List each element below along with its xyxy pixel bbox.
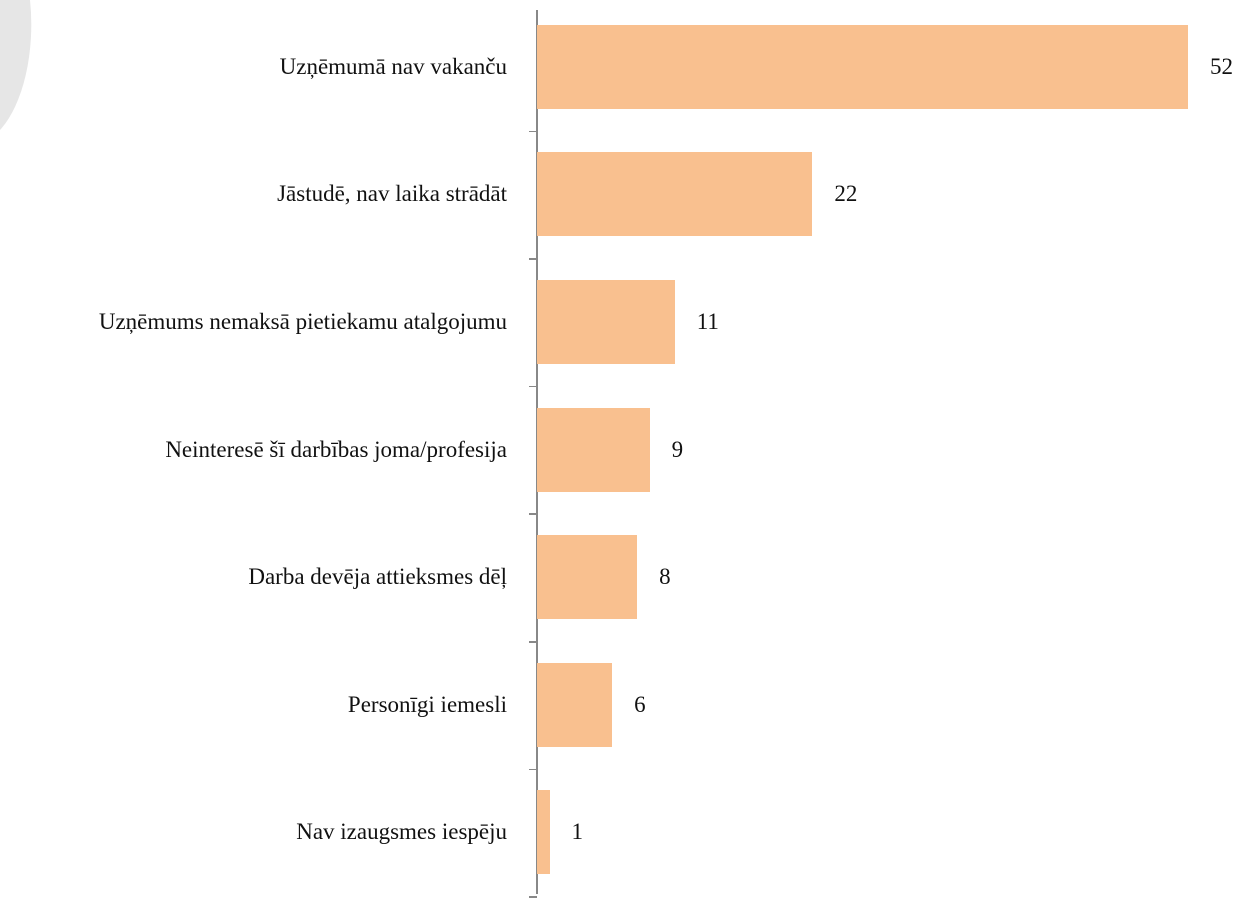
category-label: Neinteresē šī darbības joma/profesija [165, 436, 507, 462]
decor-arc [0, 0, 32, 130]
axis-tick [529, 513, 537, 515]
category-label: Darba devēja attieksmes dēļ [248, 564, 507, 590]
bar [537, 24, 1188, 109]
axis-tick [529, 896, 537, 898]
axis-tick [529, 385, 537, 388]
category-label: Personīgi iemesli [347, 691, 507, 717]
category-label: Nav izaugsmes iespēju [296, 819, 507, 845]
bar [537, 535, 638, 620]
bar [537, 152, 813, 237]
bar [537, 407, 650, 492]
category-label: Jāstudē, nav laika strādāt [277, 181, 507, 207]
value-label: 1 [571, 819, 584, 845]
decoration [0, 0, 32, 130]
axis-tick [529, 258, 537, 260]
value-label: 9 [671, 436, 684, 462]
axis-tick [529, 130, 537, 133]
bar [537, 662, 613, 747]
bar [537, 280, 675, 364]
value-label: 22 [834, 181, 858, 207]
bar [537, 790, 550, 875]
axis-tick [529, 768, 537, 771]
value-label: 8 [659, 564, 671, 590]
y-axis [536, 10, 538, 894]
value-label: 6 [634, 691, 646, 717]
axis-tick [529, 641, 537, 643]
category-label: Uzņēmumā nav vakanču [279, 53, 507, 79]
value-label: 11 [696, 309, 719, 334]
category-label: Uzņēmums nemaksā pietiekamu atalgojumu [98, 309, 507, 334]
value-label: 52 [1210, 53, 1233, 79]
